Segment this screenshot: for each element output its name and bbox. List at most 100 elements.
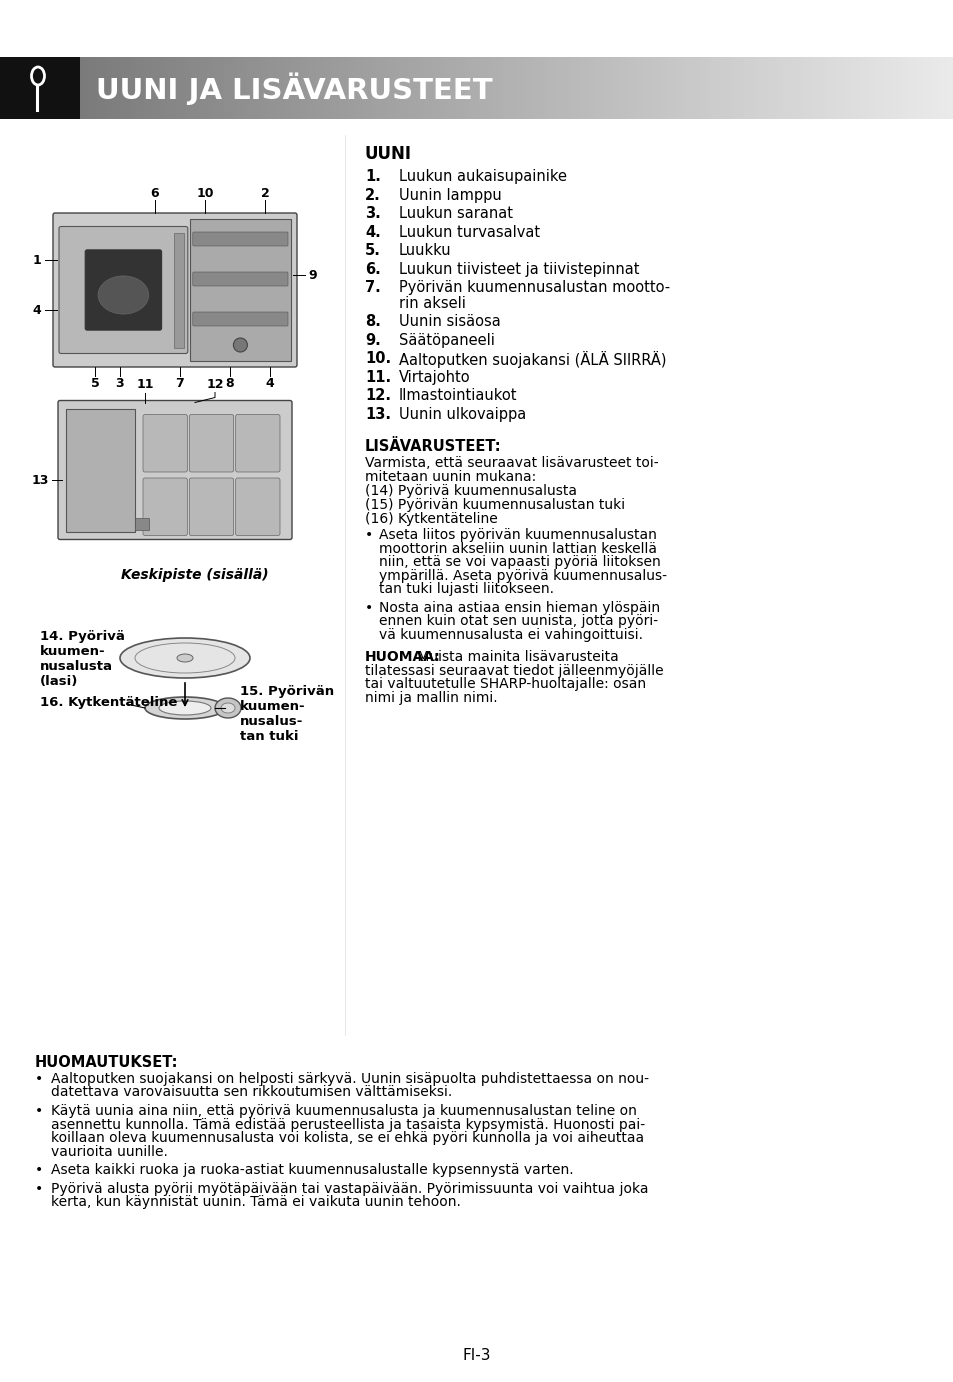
Bar [112, 57, 115, 119]
Bar [525, 57, 528, 119]
FancyBboxPatch shape [59, 227, 188, 354]
Bar [566, 57, 569, 119]
Bar [354, 57, 356, 119]
Bar [281, 57, 284, 119]
Text: 2: 2 [260, 187, 269, 199]
Bar [376, 57, 379, 119]
Bar [371, 57, 374, 119]
Bar [307, 57, 310, 119]
Bar [315, 57, 318, 119]
Bar [386, 57, 389, 119]
Text: 12.: 12. [365, 388, 391, 404]
Text: datettava varovaisuutta sen rikkoutumisen välttämiseksi.: datettava varovaisuutta sen rikkoutumise… [51, 1085, 452, 1100]
Text: Luukun aukaisupainike: Luukun aukaisupainike [398, 169, 566, 184]
Bar [490, 57, 493, 119]
Bar [109, 57, 112, 119]
Bar [691, 57, 694, 119]
Bar [746, 57, 749, 119]
FancyBboxPatch shape [189, 478, 233, 535]
Bar [848, 57, 851, 119]
Bar [470, 57, 473, 119]
Text: koillaan oleva kuumennusalusta voi kolista, se ei ehkä pyöri kunnolla ja voi aih: koillaan oleva kuumennusalusta voi kolis… [51, 1130, 643, 1146]
Bar [284, 57, 287, 119]
Bar [484, 57, 487, 119]
Bar [923, 57, 927, 119]
Bar [860, 57, 862, 119]
Bar [881, 57, 883, 119]
Text: Aaltoputken suojakansi on helposti särkyvä. Uunin sisäpuolta puhdistettaessa on : Aaltoputken suojakansi on helposti särky… [51, 1072, 648, 1086]
Text: •: • [35, 1182, 43, 1195]
Text: 3: 3 [115, 376, 124, 390]
Text: Uunin sisäosa: Uunin sisäosa [398, 314, 500, 329]
Bar [334, 57, 336, 119]
Bar [542, 57, 545, 119]
Bar [723, 57, 726, 119]
Text: 13: 13 [31, 474, 49, 486]
Ellipse shape [177, 654, 193, 662]
Bar [213, 57, 216, 119]
Bar [403, 57, 406, 119]
Bar [618, 57, 621, 119]
Bar [840, 57, 842, 119]
Bar [252, 57, 254, 119]
Text: •: • [365, 601, 373, 615]
Bar [481, 57, 484, 119]
Text: rin akseli: rin akseli [398, 296, 465, 311]
Bar [647, 57, 650, 119]
Bar [718, 57, 720, 119]
Bar [930, 57, 933, 119]
Text: (15) Pyörivän kuumennusalustan tuki: (15) Pyörivän kuumennusalustan tuki [365, 498, 624, 511]
Bar [191, 57, 193, 119]
Ellipse shape [159, 701, 211, 714]
Bar [167, 57, 171, 119]
Bar [138, 57, 141, 119]
FancyBboxPatch shape [193, 232, 288, 246]
Bar [240, 57, 243, 119]
Bar [862, 57, 865, 119]
Bar [158, 57, 161, 119]
Bar [871, 57, 875, 119]
Text: HUOMAUTUKSET:: HUOMAUTUKSET: [35, 1054, 178, 1070]
Text: 15. Pyörivän
kuumen-
nusalus-
tan tuki: 15. Pyörivän kuumen- nusalus- tan tuki [240, 685, 334, 744]
Bar [549, 57, 552, 119]
Bar [135, 517, 149, 529]
Text: Luukun turvasalvat: Luukun turvasalvat [398, 224, 539, 239]
Bar [382, 57, 386, 119]
Text: niin, että se voi vapaasti pyöriä liitoksen: niin, että se voi vapaasti pyöriä liitok… [378, 556, 660, 569]
Text: 3.: 3. [365, 206, 380, 221]
Bar [502, 57, 505, 119]
Bar [738, 57, 740, 119]
Bar [100, 57, 103, 119]
Text: 16. Kytkentäteline: 16. Kytkentäteline [40, 697, 177, 709]
Bar [665, 57, 668, 119]
Text: 1.: 1. [365, 169, 380, 184]
Bar [473, 57, 476, 119]
Bar [127, 57, 130, 119]
Bar [89, 57, 91, 119]
Bar [420, 57, 423, 119]
Bar [933, 57, 936, 119]
Text: kerta, kun käynnistät uunin. Tämä ei vaikuta uunin tehoon.: kerta, kun käynnistät uunin. Tämä ei vai… [51, 1195, 460, 1209]
Text: HUOMAA:: HUOMAA: [365, 650, 440, 663]
Text: (14) Pyörivä kuumennusalusta: (14) Pyörivä kuumennusalusta [365, 484, 577, 498]
Bar [499, 57, 502, 119]
Bar [595, 57, 598, 119]
Bar [467, 57, 470, 119]
Bar [633, 57, 636, 119]
Bar [831, 57, 834, 119]
Bar [103, 57, 106, 119]
Bar [179, 57, 182, 119]
Bar [458, 57, 461, 119]
Bar [356, 57, 359, 119]
Text: Pyörivän kuumennusalustan mootto-: Pyörivän kuumennusalustan mootto- [398, 281, 669, 294]
Text: 6: 6 [151, 187, 159, 199]
Bar [720, 57, 723, 119]
Bar [199, 57, 202, 119]
Bar [901, 57, 903, 119]
Bar [903, 57, 906, 119]
Text: Varmista, että seuraavat lisävarusteet toi-: Varmista, että seuraavat lisävarusteet t… [365, 456, 658, 470]
Bar [147, 57, 150, 119]
Bar [563, 57, 566, 119]
Bar [80, 57, 83, 119]
FancyBboxPatch shape [53, 213, 296, 368]
